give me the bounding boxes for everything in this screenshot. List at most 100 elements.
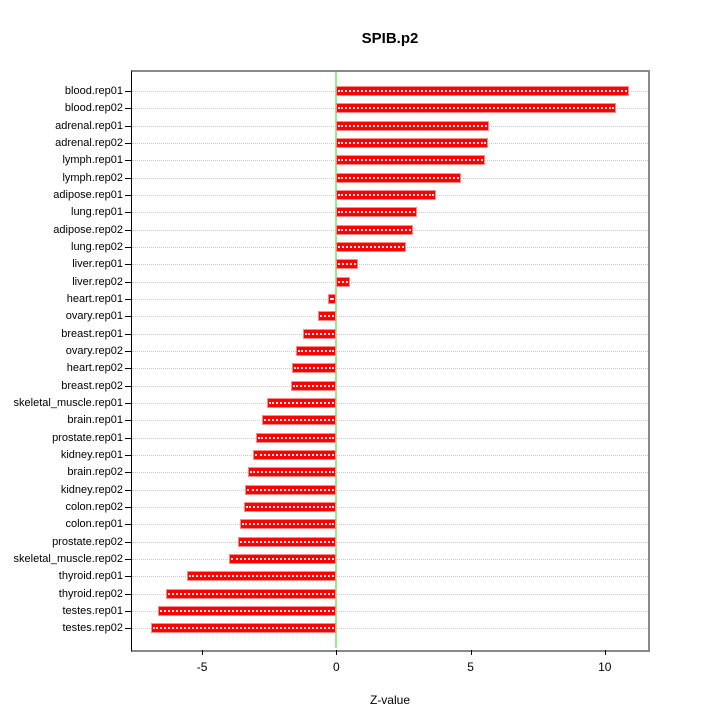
gridline <box>132 299 648 301</box>
gridline <box>132 264 648 266</box>
bar-dot-pattern <box>240 540 335 543</box>
gridline <box>132 351 648 353</box>
y-axis-label-heart.rep02: heart.rep02 <box>66 362 123 375</box>
bar-dot-pattern <box>249 471 335 474</box>
bar-lymph.rep01 <box>336 155 486 166</box>
bar-dot-pattern <box>319 315 335 318</box>
y-axis-tick <box>125 264 132 266</box>
bar-kidney.rep02 <box>245 484 337 495</box>
y-axis-tick <box>125 212 132 214</box>
x-axis-tick-label: 10 <box>598 660 612 674</box>
gridline <box>132 455 648 457</box>
y-axis-tick <box>125 420 132 422</box>
gridline <box>132 403 648 405</box>
y-axis-label-breast.rep01: breast.rep01 <box>61 327 123 340</box>
bar-dot-pattern <box>338 107 614 110</box>
y-axis-label-lung.rep02: lung.rep02 <box>71 241 123 254</box>
y-axis-tick <box>125 195 132 196</box>
bar-adipose.rep01 <box>336 190 436 200</box>
y-axis-tick <box>125 385 132 387</box>
gridline <box>132 368 648 370</box>
y-axis-label-thyroid.rep02: thyroid.rep02 <box>58 587 123 600</box>
bar-lymph.rep02 <box>336 172 462 183</box>
bar-dot-pattern <box>268 402 335 405</box>
bar-dot-pattern <box>338 90 627 92</box>
bar-blood.rep02 <box>336 103 616 114</box>
y-axis-label-adipose.rep02: adipose.rep02 <box>53 223 123 236</box>
bar-skeletal_muscle.rep01 <box>266 398 337 409</box>
y-axis-label-lymph.rep01: lymph.rep01 <box>62 154 123 167</box>
y-axis-tick <box>125 576 132 578</box>
y-axis-tick <box>125 299 132 301</box>
bar-prostate.rep01 <box>255 432 337 443</box>
x-axis-tick <box>336 650 338 655</box>
bar-dot-pattern <box>255 454 335 457</box>
y-axis-tick <box>125 177 132 179</box>
y-axis-tick <box>125 143 132 144</box>
y-axis-tick <box>125 611 132 613</box>
bar-dot-pattern <box>338 280 348 283</box>
y-axis-label-blood.rep02: blood.rep02 <box>64 102 123 115</box>
bar-kidney.rep01 <box>253 450 337 461</box>
y-axis-label-breast.rep02: breast.rep02 <box>61 379 123 392</box>
bar-dot-pattern <box>338 211 415 214</box>
y-axis-tick <box>125 281 132 283</box>
bar-adrenal.rep01 <box>336 120 490 131</box>
y-axis-label-heart.rep01: heart.rep01 <box>66 293 123 306</box>
bar-adipose.rep02 <box>336 224 413 235</box>
bar-dot-pattern <box>245 506 335 509</box>
bar-dot-pattern <box>159 610 335 613</box>
plot-area <box>132 72 648 648</box>
y-axis-tick <box>125 437 132 439</box>
y-axis-label-kidney.rep01: kidney.rep01 <box>60 449 123 462</box>
bar-dot-pattern <box>292 384 335 387</box>
gridline <box>132 385 648 387</box>
y-axis-label-ovary.rep01: ovary.rep01 <box>65 310 123 323</box>
y-axis-tick <box>125 368 132 370</box>
bar-blood.rep01 <box>336 86 629 96</box>
bar-breast.rep01 <box>302 328 337 339</box>
bar-brain.rep01 <box>262 415 337 426</box>
y-axis-label-blood.rep01: blood.rep01 <box>64 85 123 97</box>
y-axis-label-adrenal.rep02: adrenal.rep02 <box>55 137 123 149</box>
bar-lung.rep01 <box>336 207 417 218</box>
bar-dot-pattern <box>338 124 488 127</box>
bar-dot-pattern <box>241 523 335 526</box>
y-axis-tick <box>125 229 132 231</box>
bar-skeletal_muscle.rep02 <box>228 554 337 565</box>
bar-prostate.rep02 <box>238 536 337 547</box>
y-axis-label-liver.rep01: liver.rep01 <box>72 258 123 271</box>
bar-dot-pattern <box>230 558 335 561</box>
y-axis-tick <box>125 108 132 110</box>
bar-ovary.rep02 <box>296 346 337 357</box>
gridline <box>132 489 648 491</box>
bar-dot-pattern <box>247 488 335 491</box>
gridline <box>132 420 648 422</box>
bar-testes.rep01 <box>157 606 337 617</box>
x-axis-tick <box>202 650 204 655</box>
y-axis-label-colon.rep02: colon.rep02 <box>65 501 124 514</box>
gridline <box>132 333 648 335</box>
y-axis-label-lymph.rep02: lymph.rep02 <box>62 171 123 184</box>
y-axis-tick <box>125 628 132 630</box>
bar-colon.rep02 <box>243 502 337 513</box>
bar-heart.rep02 <box>292 363 337 374</box>
bar-dot-pattern <box>338 228 411 231</box>
y-axis-tick <box>125 247 132 249</box>
x-axis-tick-label: 0 <box>332 660 340 674</box>
bar-colon.rep01 <box>239 519 337 530</box>
y-axis-tick <box>125 489 132 491</box>
y-axis-label-thyroid.rep01: thyroid.rep01 <box>58 570 123 583</box>
y-axis-tick <box>125 593 132 595</box>
y-axis-label-brain.rep02: brain.rep02 <box>67 466 123 479</box>
y-axis-tick <box>125 541 132 543</box>
x-axis-tick <box>604 650 606 655</box>
y-axis-tick <box>125 507 132 509</box>
y-axis-tick <box>125 403 132 405</box>
y-axis-label-prostate.rep01: prostate.rep01 <box>52 431 123 444</box>
bar-testes.rep02 <box>151 623 337 634</box>
bar-dot-pattern <box>167 592 335 595</box>
y-axis-label-ovary.rep02: ovary.rep02 <box>65 345 123 358</box>
x-axis-tick-label: -5 <box>196 660 208 674</box>
